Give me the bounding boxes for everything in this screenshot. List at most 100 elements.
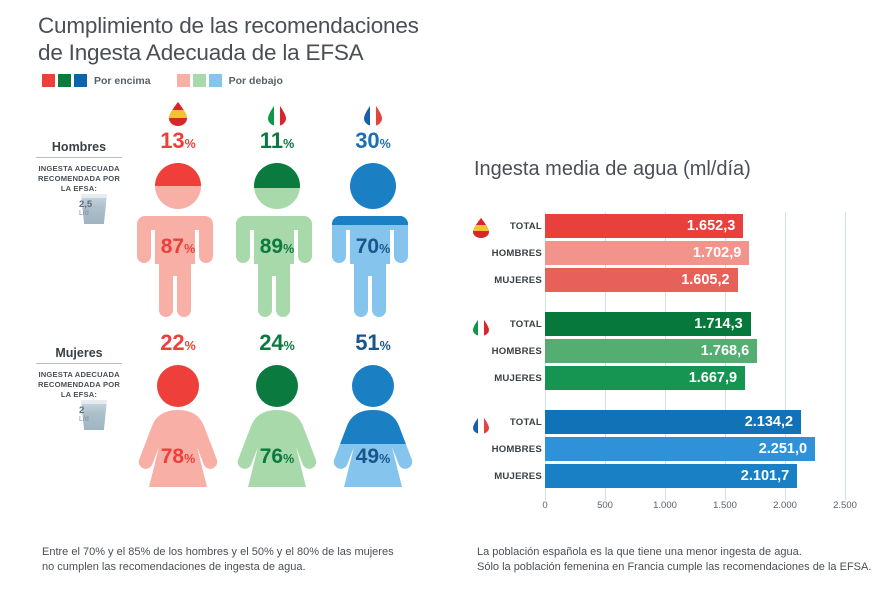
below-pct-hombres-italia: 89%	[222, 236, 332, 260]
flag-wrap	[123, 102, 233, 128]
caption-right-line1: La población española es la que tiene un…	[477, 546, 802, 558]
man-figure-italia: 89%	[222, 158, 332, 318]
man-figure-svg	[236, 163, 312, 317]
page-title-line1: Cumplimiento de las recomendaciones	[38, 13, 419, 38]
above-pct-hombres-italia: 11%	[222, 129, 332, 156]
legend-swatch-above-spain	[42, 74, 55, 87]
woman-figure-italia: 76%	[222, 360, 332, 520]
chart-barvalue-italia-hombres: 1.768,6	[700, 343, 750, 359]
page-title-line2: de Ingesta Adecuada de la EFSA	[38, 40, 364, 65]
group-name-mujeres: Mujeres	[36, 346, 122, 364]
rec-line-2: ADECUADA	[74, 164, 120, 173]
man-figure-francia: 70%	[318, 158, 428, 318]
percent-symbol: %	[184, 137, 196, 151]
chart-rowlabel-espana-total: TOTAL	[509, 221, 542, 232]
chart-flag-italia	[473, 316, 489, 341]
chart-barvalue-espana-hombres: 1.702,9	[692, 245, 742, 261]
group-recommendation-hombres: INGESTA ADECUADA RECOMENDADA POR LA EFSA…	[36, 164, 122, 194]
chart-xtick-1500: 1.500	[713, 500, 737, 511]
caption-left-line1: Entre el 70% y el 85% de los hombres y e…	[42, 546, 394, 558]
below-pct-value: 89	[259, 235, 284, 258]
italy-drop-icon	[473, 316, 489, 336]
chart-bar-italia-mujeres: 1.667,9	[545, 366, 746, 390]
chart-flag-francia	[473, 414, 489, 439]
rec-line-4: POR LA EFSA:	[60, 380, 121, 399]
caption-left-line2: no cumplen las recomendaciones de ingest…	[42, 561, 306, 573]
above-pct-hombres-francia: 30%	[318, 129, 428, 156]
figure-col-hombres-espana: 13%	[123, 102, 233, 318]
above-pct-value: 22	[160, 330, 185, 355]
chart-xtick-500: 500	[597, 500, 613, 511]
legend-above: Por encima	[42, 74, 177, 87]
glass-cup	[81, 400, 107, 430]
figure-col-hombres-italia: 11%	[222, 102, 332, 318]
figure-col-mujeres-italia: 24%	[222, 330, 332, 520]
legend-swatch-below-italy	[192, 74, 206, 87]
percent-symbol: %	[184, 339, 196, 353]
flag-wrap	[222, 102, 332, 128]
above-pct-value: 24	[259, 330, 284, 355]
legend-swatch-below-spain	[176, 74, 190, 87]
chart-bar-espana-mujeres: 1.605,2	[545, 268, 738, 292]
legend-below: Por debajo	[176, 74, 309, 87]
legend-swatch-above-italy	[58, 74, 71, 87]
chart-bar-francia-total: 2.134,2	[545, 410, 802, 434]
caption-right-line2: Sólo la población femenina en Francia cu…	[477, 561, 872, 573]
percent-symbol: %	[379, 339, 391, 353]
glass-cup	[81, 194, 107, 224]
chart-barvalue-italia-total: 1.714,3	[694, 316, 743, 332]
rec-line-1: INGESTA	[38, 164, 73, 173]
chart-rowlabel-italia-mujeres: MUJERES	[494, 373, 542, 384]
above-pct-mujeres-francia: 51%	[318, 331, 428, 358]
spain-drop-icon	[169, 102, 187, 126]
rec-line-4: POR LA EFSA:	[60, 174, 121, 193]
flag-wrap	[318, 102, 428, 128]
italy-drop-icon	[268, 102, 286, 126]
page-title: Cumplimiento de las recomendaciones de I…	[38, 12, 468, 66]
chart-rowlabel-espana-hombres: HOMBRES	[491, 248, 542, 259]
below-pct-hombres-francia: 70%	[318, 236, 428, 260]
chart-xtick-2500: 2.500	[833, 500, 857, 511]
percent-symbol: %	[283, 242, 295, 256]
above-pct-value: 13	[160, 128, 185, 153]
figure-col-mujeres-espana: 22%	[123, 330, 233, 520]
below-pct-value: 76	[259, 445, 284, 468]
chart-rowlabel-espana-mujeres: MUJERES	[494, 275, 542, 286]
percent-symbol: %	[184, 452, 196, 466]
chart-barvalue-francia-total: 2.134,2	[744, 414, 794, 430]
woman-figure-svg	[333, 365, 413, 487]
rec-line-3: RECOMENDADA	[37, 380, 101, 389]
caption-left: Entre el 70% y el 85% de los hombres y e…	[42, 545, 442, 575]
rec-line-3: RECOMENDADA	[37, 174, 101, 183]
caption-right: La población española es la que tiene un…	[477, 545, 877, 575]
percent-symbol: %	[184, 242, 196, 256]
percent-symbol: %	[283, 339, 295, 353]
woman-figure-espana: 78%	[123, 360, 233, 520]
percent-symbol: %	[379, 137, 391, 151]
chart-xtick-2000: 2.000	[773, 500, 797, 511]
man-figure-espana: 87%	[123, 158, 233, 318]
chart-rowlabel-francia-mujeres: MUJERES	[494, 471, 542, 482]
legend-label-above: Por encima	[94, 74, 151, 87]
below-pct-mujeres-francia: 49%	[318, 446, 428, 470]
figure-col-mujeres-francia: 51%	[318, 330, 428, 520]
chart-flag-espana	[473, 218, 489, 243]
chart-barvalue-italia-mujeres: 1.667,9	[688, 370, 738, 386]
chart-bar-italia-total: 1.714,3	[545, 312, 751, 336]
group-name-hombres: Hombres	[36, 140, 122, 158]
below-pct-mujeres-italia: 76%	[222, 446, 332, 470]
woman-figure-svg	[237, 365, 317, 487]
man-figure-svg	[332, 163, 408, 317]
chart-rowlabel-italia-total: TOTAL	[509, 319, 542, 330]
chart-rowlabel-francia-hombres: HOMBRES	[491, 444, 542, 455]
below-pct-value: 87	[160, 235, 185, 258]
chart-plot-area: TOTAL 1.652,3 HOMBRES 1.702,9 MUJERES 1.…	[470, 212, 890, 511]
figures-panel: Hombres INGESTA ADECUADA RECOMENDADA POR…	[0, 98, 460, 528]
group-recommendation-mujeres: INGESTA ADECUADA RECOMENDADA POR LA EFSA…	[36, 370, 122, 400]
percent-symbol: %	[379, 242, 391, 256]
france-drop-icon	[473, 414, 489, 434]
chart-bar-francia-mujeres: 2.101,7	[545, 464, 798, 488]
chart-barvalue-francia-hombres: 2.251,0	[758, 441, 808, 457]
chart-rowlabel-francia-total: TOTAL	[509, 417, 542, 428]
